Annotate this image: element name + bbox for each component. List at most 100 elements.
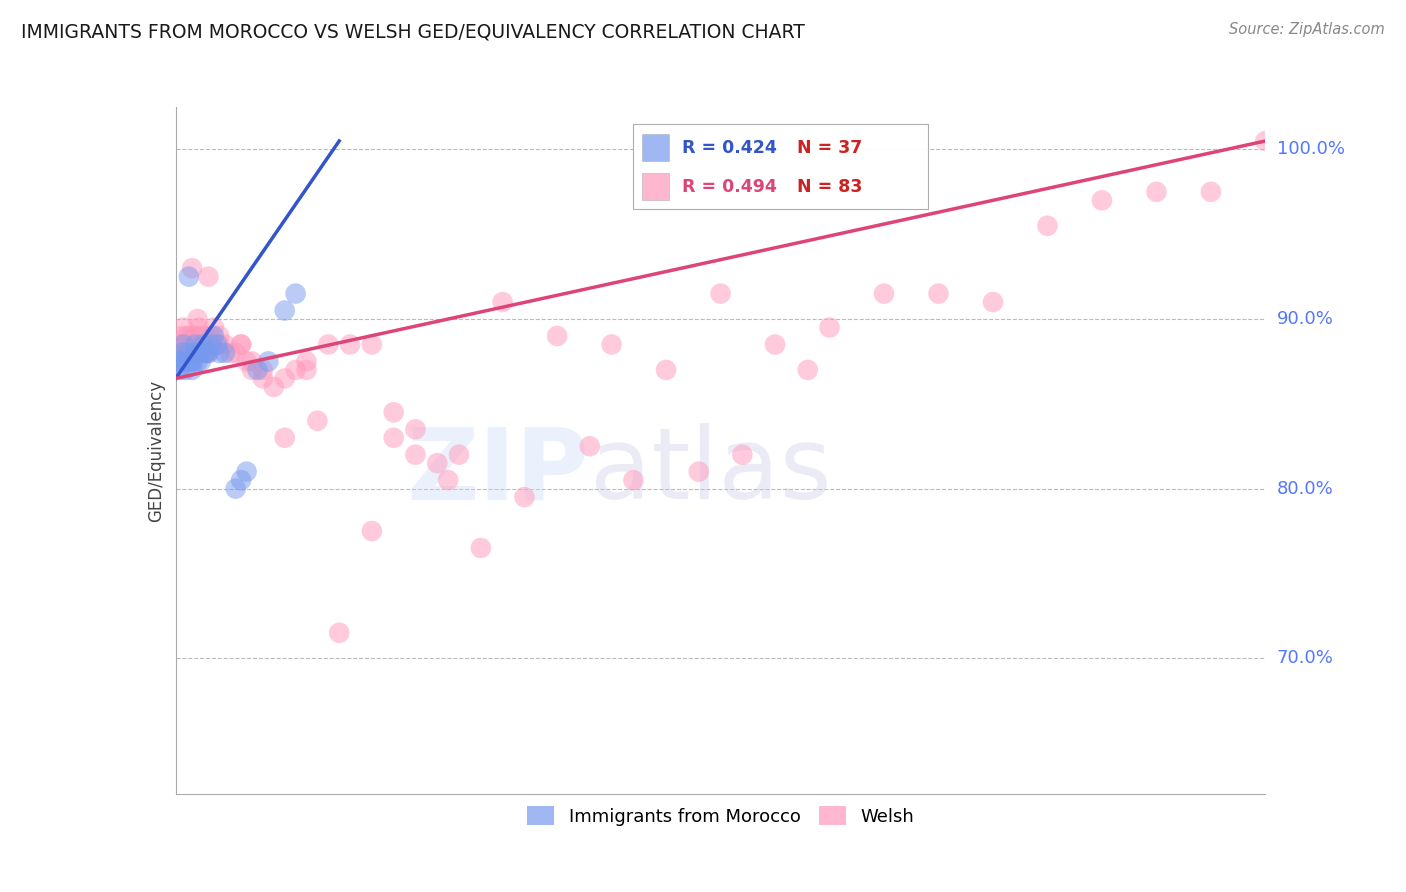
Point	[447, 448, 470, 462]
Point	[1254, 134, 1277, 148]
Point	[382, 431, 405, 445]
Point	[274, 303, 297, 318]
Point	[186, 312, 209, 326]
Point	[191, 337, 214, 351]
Point	[579, 439, 602, 453]
Point	[202, 329, 225, 343]
Point	[167, 337, 190, 351]
Point	[546, 329, 568, 343]
Point	[186, 346, 208, 360]
Point	[167, 354, 190, 368]
Point	[252, 363, 274, 377]
Text: ZIP: ZIP	[406, 423, 591, 520]
Point	[361, 337, 384, 351]
Point	[405, 448, 427, 462]
Text: 80.0%: 80.0%	[1277, 480, 1333, 498]
Point	[307, 414, 329, 428]
Point	[231, 473, 253, 487]
Point	[1091, 194, 1114, 208]
Point	[437, 473, 460, 487]
Point	[763, 337, 786, 351]
Point	[208, 337, 231, 351]
Text: R = 0.424: R = 0.424	[682, 139, 778, 157]
Point	[197, 346, 219, 360]
Point	[190, 346, 212, 360]
Point	[177, 346, 200, 360]
Point	[688, 465, 710, 479]
Point	[214, 337, 236, 351]
Point	[197, 346, 219, 360]
Point	[928, 286, 950, 301]
Point	[231, 337, 253, 351]
Point	[195, 346, 218, 360]
Point	[655, 363, 678, 377]
Text: atlas: atlas	[591, 423, 831, 520]
Text: N = 83: N = 83	[797, 178, 862, 195]
Point	[235, 465, 257, 479]
Point	[179, 329, 201, 343]
Point	[214, 346, 236, 360]
Text: 90.0%: 90.0%	[1277, 310, 1333, 328]
Point	[274, 431, 297, 445]
Point	[231, 337, 253, 351]
Point	[202, 320, 225, 334]
Point	[318, 337, 340, 351]
Point	[195, 337, 218, 351]
Point	[426, 456, 449, 470]
Point	[186, 354, 209, 368]
Point	[263, 380, 285, 394]
Point	[621, 473, 644, 487]
Point	[177, 337, 200, 351]
Point	[513, 490, 536, 504]
Point	[328, 625, 350, 640]
Bar	[643, 173, 669, 201]
Point	[181, 329, 204, 343]
Point	[174, 363, 197, 377]
Point	[172, 346, 194, 360]
Point	[200, 337, 222, 351]
Point	[177, 269, 200, 284]
Point	[173, 354, 195, 368]
Text: N = 37: N = 37	[797, 139, 862, 157]
Text: 100.0%: 100.0%	[1277, 140, 1344, 159]
Point	[1146, 185, 1168, 199]
Point	[731, 448, 754, 462]
Point	[600, 337, 623, 351]
Point	[797, 363, 820, 377]
Point	[191, 329, 214, 343]
Point	[186, 337, 208, 351]
Point	[187, 320, 209, 334]
Point	[219, 346, 242, 360]
Point	[197, 269, 219, 284]
Point	[257, 354, 280, 368]
FancyBboxPatch shape	[633, 124, 928, 209]
Point	[169, 363, 191, 377]
Point	[225, 346, 247, 360]
Point	[205, 337, 228, 351]
Point	[873, 286, 896, 301]
Point	[818, 320, 841, 334]
Point	[200, 329, 222, 343]
Point	[184, 337, 207, 351]
Legend: Immigrants from Morocco, Welsh: Immigrants from Morocco, Welsh	[520, 799, 921, 833]
Point	[170, 346, 193, 360]
Point	[179, 354, 201, 368]
Point	[188, 337, 211, 351]
Point	[339, 337, 361, 351]
Point	[1036, 219, 1059, 233]
Point	[188, 346, 211, 360]
Point	[246, 363, 269, 377]
Point	[187, 346, 209, 360]
Y-axis label: GED/Equivalency: GED/Equivalency	[146, 379, 165, 522]
Text: IMMIGRANTS FROM MOROCCO VS WELSH GED/EQUIVALENCY CORRELATION CHART: IMMIGRANTS FROM MOROCCO VS WELSH GED/EQU…	[21, 22, 806, 41]
Point	[240, 363, 263, 377]
Text: R = 0.494: R = 0.494	[682, 178, 778, 195]
Point	[284, 286, 307, 301]
Point	[1199, 185, 1222, 199]
Text: 70.0%: 70.0%	[1277, 649, 1333, 667]
Point	[181, 346, 204, 360]
Point	[172, 320, 194, 334]
Point	[284, 363, 307, 377]
Point	[710, 286, 733, 301]
Point	[194, 329, 217, 343]
